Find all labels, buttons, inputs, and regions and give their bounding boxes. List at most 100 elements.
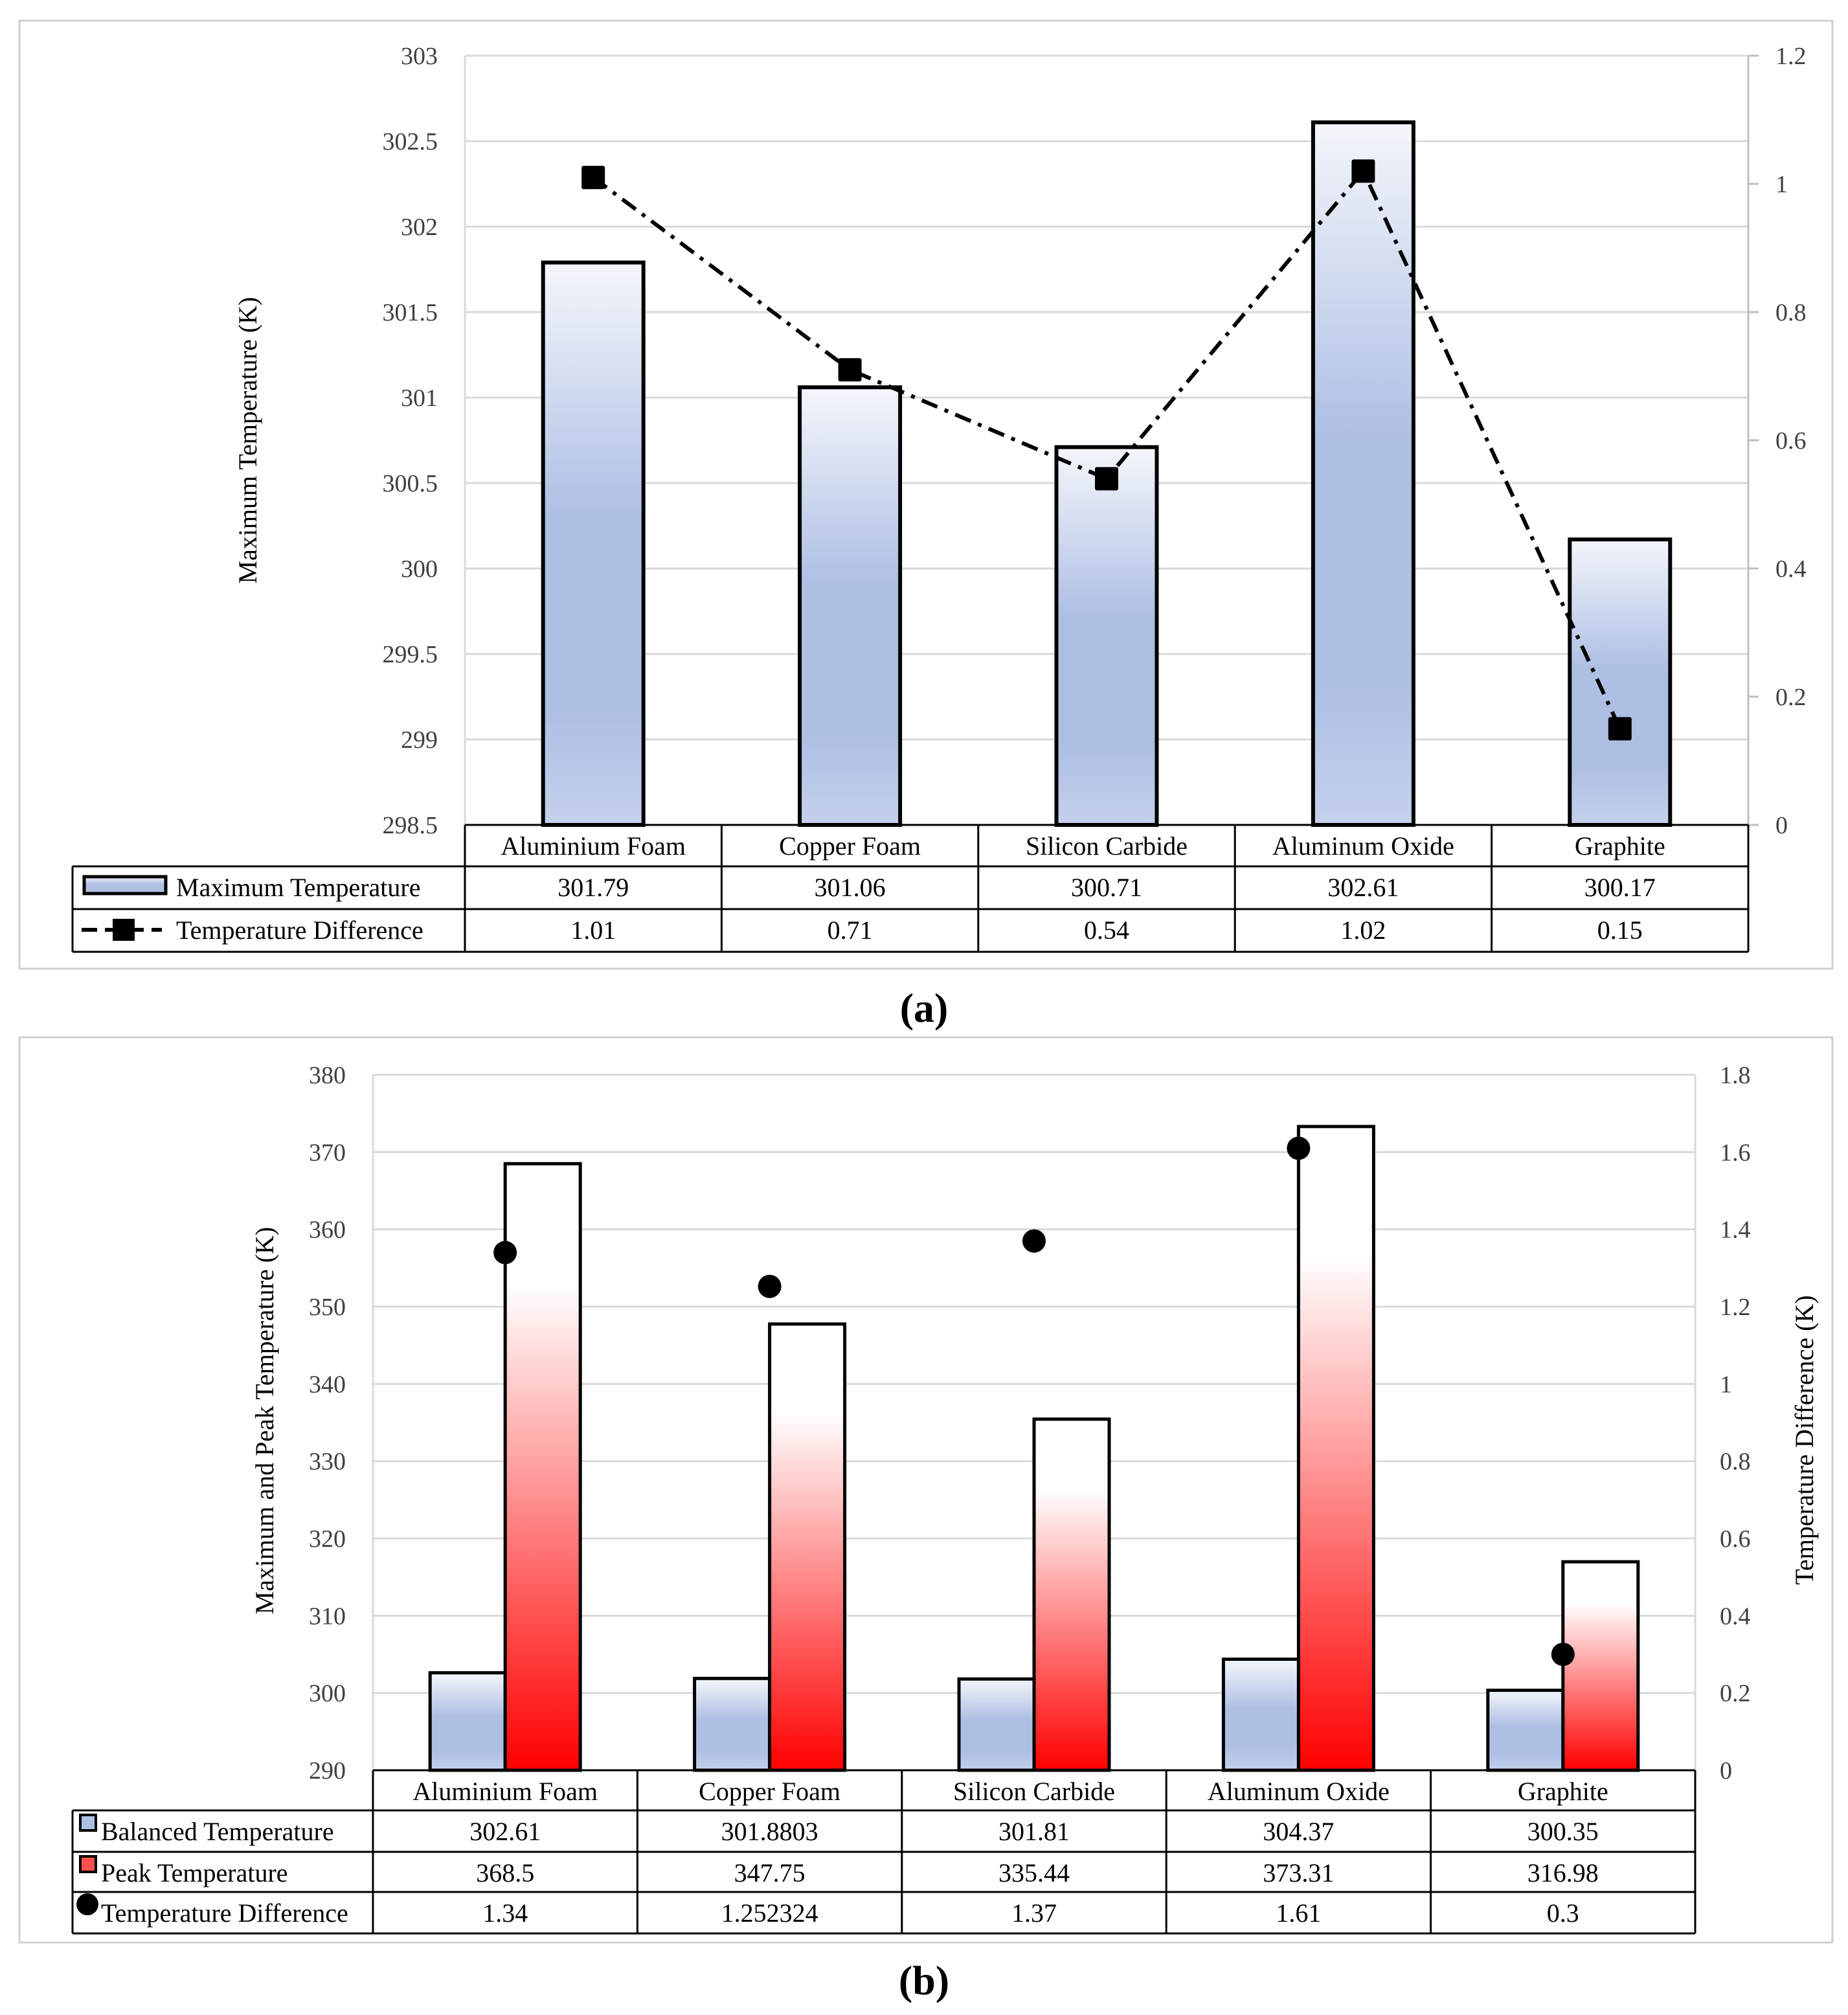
y-tick-label: 300 — [309, 1680, 346, 1707]
series-name-balanced-temperature: Balanced Temperature — [101, 1817, 334, 1846]
y-tick-label: 320 — [309, 1525, 346, 1553]
bar-balanced-graphite — [1486, 1688, 1565, 1772]
bar-max-temp-copper-foam — [798, 385, 903, 827]
table-cell: 301.8803 — [721, 1817, 818, 1846]
dot-temp-diff-silicon-carbide — [1022, 1229, 1046, 1253]
legend-key-balanced-temperature — [79, 1814, 97, 1832]
table-cell: 1.37 — [1011, 1898, 1057, 1928]
bar-balanced-copper-foam — [693, 1676, 772, 1772]
table-cell: 302.61 — [469, 1817, 541, 1846]
dot-temp-diff-copper-foam — [758, 1274, 782, 1298]
bar-peak-copper-foam — [768, 1322, 847, 1772]
y2-tick-label: 1 — [1775, 171, 1788, 198]
y-tick-label: 290 — [309, 1757, 346, 1784]
panel-a-ticks: 298.5 299 299.5 300 300.5 301 301.5 302 302.5 303… — [383, 43, 1807, 839]
legend-key-peak-temperature — [79, 1855, 97, 1873]
table-cell: 0.3 — [1547, 1898, 1579, 1928]
bar-peak-graphite — [1561, 1560, 1640, 1772]
y2-tick-label: 0.2 — [1720, 1680, 1751, 1707]
table-cell: 0.54 — [1084, 916, 1129, 945]
table-cell: 368.5 — [476, 1858, 534, 1887]
bar-balanced-silicon-carbide — [957, 1677, 1036, 1772]
panel-b-y2-axis-label: Temperature Difference (K) — [1790, 1295, 1819, 1584]
category-label-aluminium-foam: Aluminium Foam — [412, 1777, 598, 1806]
y-tick-label: 299.5 — [383, 641, 438, 668]
series-name-temperature-difference: Temperature Difference — [176, 916, 423, 945]
bar-max-temp-silicon-carbide — [1054, 445, 1159, 827]
table-cell: 347.75 — [734, 1858, 806, 1887]
bar-max-temp-aluminum-oxide — [1311, 120, 1415, 827]
table-cell: 304.37 — [1263, 1817, 1334, 1846]
bar-peak-aluminium-foam — [503, 1162, 582, 1772]
y-tick-label: 299 — [401, 726, 438, 754]
table-cell: 1.34 — [482, 1898, 528, 1928]
table-cell: 301.79 — [558, 873, 629, 902]
marker-temp-diff-graphite — [1608, 717, 1632, 741]
series-name-temperature-difference: Temperature Difference — [101, 1898, 348, 1928]
table-cell: 373.31 — [1263, 1858, 1334, 1887]
table-cell: 301.06 — [815, 873, 886, 902]
table-cell: 0.15 — [1597, 916, 1643, 945]
y-tick-label: 300 — [401, 556, 438, 583]
bar-balanced-aluminium-foam — [428, 1671, 507, 1772]
panel-b-y-axis-label: Maximum and Peak Temperature (K) — [250, 1227, 279, 1615]
y2-tick-label: 0.6 — [1720, 1525, 1751, 1553]
bar-max-temp-graphite — [1568, 537, 1673, 827]
y2-tick-label: 0.8 — [1775, 299, 1807, 326]
panel-a-data-table: Aluminium Foam Copper Foam Silicon Carbide… — [71, 824, 1750, 953]
table-cell: 1.02 — [1340, 916, 1386, 945]
y-tick-label: 300.5 — [383, 470, 438, 497]
marker-temp-diff-aluminum-oxide — [1351, 159, 1375, 183]
y2-tick-label: 1 — [1720, 1371, 1732, 1398]
table-cell: 316.98 — [1527, 1858, 1599, 1887]
y2-tick-label: 1.4 — [1720, 1217, 1751, 1244]
y-tick-label: 340 — [309, 1371, 346, 1398]
table-cell: 335.44 — [998, 1858, 1070, 1887]
y2-tick-label: 0.6 — [1775, 427, 1807, 455]
bar-balanced-aluminum-oxide — [1221, 1658, 1300, 1772]
category-label-copper-foam: Copper Foam — [699, 1777, 840, 1806]
panel-b: 290 300 310 320 330 340 350 360 370 380 0 0.2 0.4 0.6… — [18, 1036, 1834, 1944]
category-label-aluminium-foam: Aluminium Foam — [501, 831, 686, 861]
y2-tick-label: 0.8 — [1720, 1448, 1751, 1476]
y2-tick-label: 0 — [1720, 1757, 1732, 1784]
y2-tick-label: 0.4 — [1775, 556, 1807, 583]
series-name-maximum-temperature: Maximum Temperature — [176, 873, 420, 902]
legend-key-temperature-difference-a — [82, 919, 162, 941]
y-tick-label: 330 — [309, 1448, 346, 1476]
y2-tick-label: 0.4 — [1720, 1603, 1751, 1630]
y-tick-label: 302.5 — [383, 128, 438, 155]
series-name-peak-temperature: Peak Temperature — [101, 1858, 288, 1887]
y2-tick-label: 1.6 — [1720, 1139, 1751, 1166]
category-label-graphite: Graphite — [1575, 831, 1665, 861]
temperature-difference-line — [592, 167, 1622, 730]
table-cell: 301.81 — [998, 1817, 1070, 1846]
table-cell: 1.61 — [1276, 1898, 1321, 1928]
y2-tick-label: 1.2 — [1775, 43, 1807, 70]
panel-b-ticks: 290 300 310 320 330 340 350 360 370 380 0 0.2 0.4 0.6… — [309, 1062, 1751, 1784]
y-tick-label: 310 — [309, 1603, 346, 1630]
table-cell: 300.71 — [1071, 873, 1142, 902]
table-cell: 300.35 — [1527, 1817, 1599, 1846]
bar-peak-aluminum-oxide — [1296, 1125, 1375, 1772]
category-label-aluminum-oxide: Aluminum Oxide — [1208, 1777, 1390, 1806]
y-tick-label: 370 — [309, 1139, 346, 1166]
panel-b-data-table: Aluminium Foam Copper Foam Silicon Carbide… — [71, 1769, 1696, 1935]
y2-tick-label: 1.2 — [1720, 1294, 1751, 1321]
dot-temp-diff-aluminium-foam — [493, 1241, 517, 1265]
marker-temp-diff-aluminium-foam — [581, 166, 605, 190]
panel-b-label: (b) — [899, 1957, 949, 2003]
category-label-copper-foam: Copper Foam — [779, 831, 921, 861]
y2-tick-label: 0 — [1775, 812, 1788, 839]
legend-key-maximum-temperature — [82, 875, 168, 895]
marker-temp-diff-silicon-carbide — [1095, 467, 1118, 491]
category-label-silicon-carbide: Silicon Carbide — [953, 1777, 1115, 1806]
category-label-aluminum-oxide: Aluminum Oxide — [1272, 831, 1454, 861]
category-label-graphite: Graphite — [1518, 1777, 1608, 1806]
table-cell: 1.01 — [570, 916, 616, 945]
table-cell: 0.71 — [828, 916, 873, 945]
table-cell: 302.61 — [1327, 873, 1399, 902]
panel-a-bars — [541, 120, 1673, 827]
marker-temp-diff-copper-foam — [838, 358, 862, 382]
